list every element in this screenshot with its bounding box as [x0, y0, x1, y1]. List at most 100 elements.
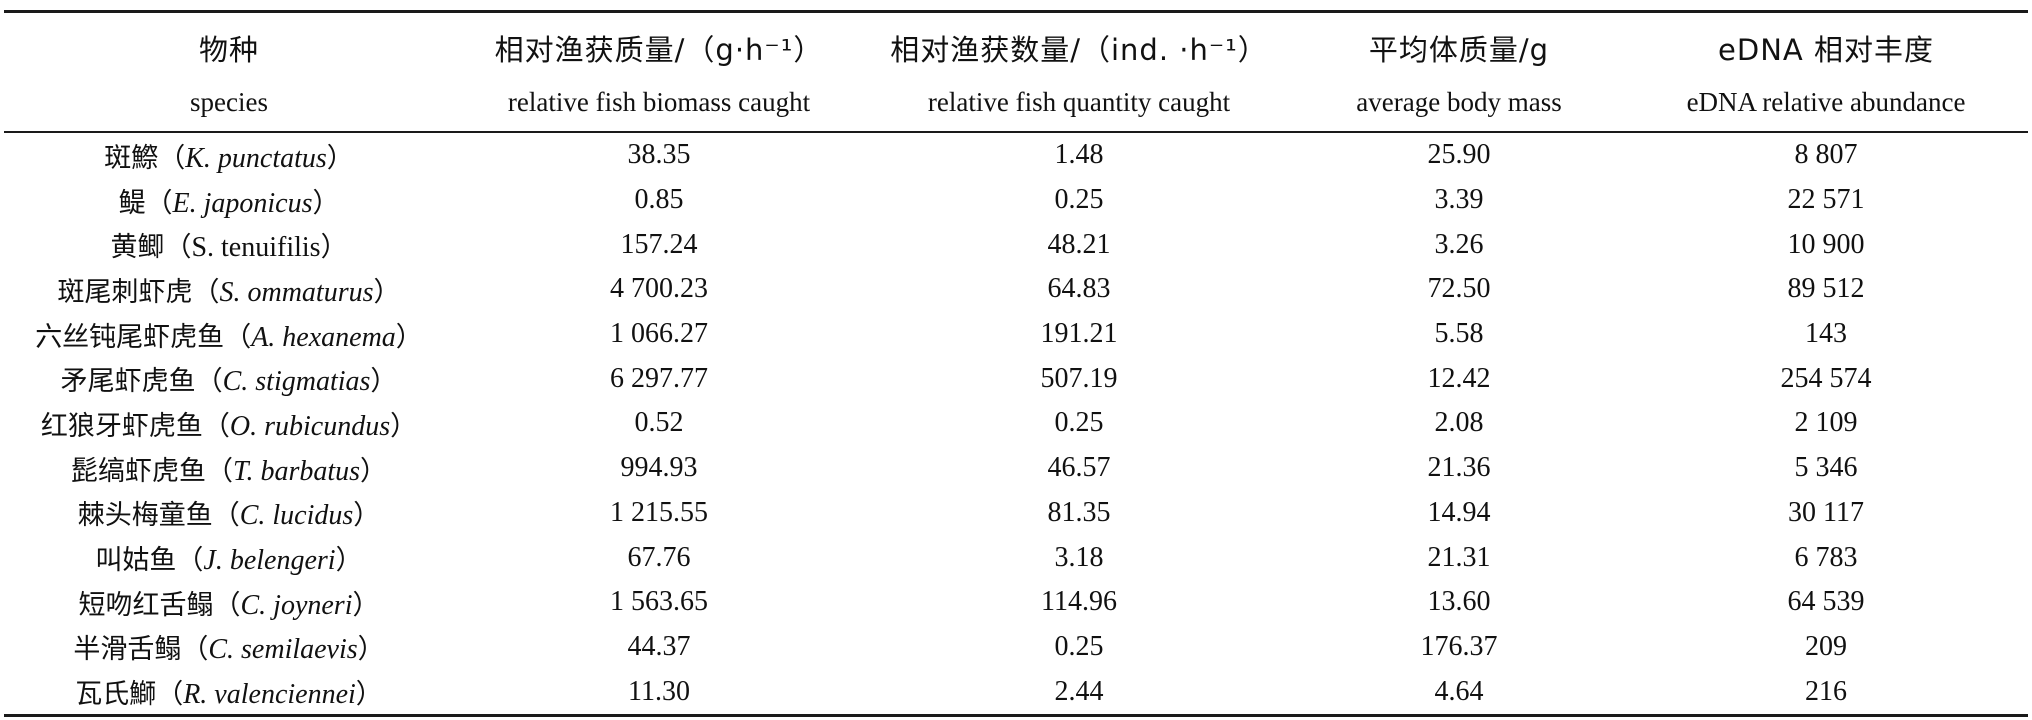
- edna-abundance-cell: 209: [1805, 630, 1847, 662]
- close-paren: ）: [357, 634, 385, 666]
- table-row: 斑尾刺虾虎（S. ommaturus） 4 700.23 64.83 72.50 89 …: [4, 267, 2028, 312]
- quantity-cell: 46.57: [1047, 452, 1111, 484]
- species-chinese-name: 红狼牙虾虎鱼: [40, 410, 203, 442]
- quantity-cell: 114.96: [1041, 586, 1117, 618]
- table-row: 棘头梅童鱼（C. lucidus） 1 215.55 81.35 14.94 30 11…: [4, 491, 2028, 536]
- biomass-cell: 67.76: [627, 541, 691, 573]
- species-scientific-name: S. tenuifilis: [191, 232, 321, 264]
- biomass-cell: 44.37: [627, 630, 691, 662]
- edna-abundance-cell: 22 571: [1787, 184, 1865, 216]
- species-cell: 叫姑鱼（J. belengeri）: [4, 535, 454, 580]
- species-scientific-name: C. semilaevis: [208, 634, 358, 666]
- table-row: 矛尾虾虎鱼（C. stigmatias） 6 297.77 507.19 12.42 2…: [4, 356, 2028, 401]
- species-chinese-name: 矛尾虾虎鱼: [60, 366, 196, 398]
- body-mass-cell: 2.08: [1434, 407, 1484, 439]
- species-cell: 瓦氏鰤（R. valenciennei）: [4, 669, 454, 717]
- quantity-cell: 2.44: [864, 669, 1294, 717]
- body-mass-cell: 12.42: [1427, 362, 1491, 394]
- header-quantity-zh: 相对渔获数量/（ind. ·h⁻¹）: [864, 10, 1294, 73]
- species-cell: 棘头梅童鱼（C. lucidus）: [4, 491, 454, 536]
- species-scientific-name: C. stigmatias: [222, 366, 371, 398]
- edna-abundance-cell: 143: [1805, 318, 1847, 350]
- species-cell: 髭缟虾虎鱼（T. barbatus）: [4, 446, 454, 491]
- body-mass-cell: 14.94: [1427, 496, 1491, 528]
- table-row: 半滑舌鳎（C. semilaevis） 44.37 0.25 176.37 209: [4, 625, 2028, 670]
- biomass-cell: 38.35: [627, 139, 691, 171]
- species-chinese-name: 短吻红舌鳎: [78, 589, 214, 621]
- close-paren: ）: [390, 410, 418, 442]
- header-row-chinese: 物种 相对渔获质量/（g·h⁻¹） 相对渔获数量/（ind. ·h⁻¹） 平均体…: [4, 10, 2028, 73]
- quantity-cell: 48.21: [1047, 228, 1111, 260]
- biomass-cell: 0.52: [634, 407, 684, 439]
- table-row: 短吻红舌鳎（C. joyneri） 1 563.65 114.96 13.60 64 5…: [4, 580, 2028, 625]
- table-row: 斑鰶（K. punctatus） 38.35 1.48 25.90 8 807: [4, 132, 2028, 178]
- species-scientific-name: S. ommaturus: [219, 276, 374, 308]
- quantity-cell: 191.21: [1040, 318, 1118, 350]
- close-paren: ）: [352, 589, 380, 621]
- species-cell: 半滑舌鳎（C. semilaevis）: [4, 625, 454, 670]
- open-paren: （: [158, 142, 186, 174]
- quantity-cell: 507.19: [1040, 362, 1118, 394]
- species-scientific-name: K. punctatus: [185, 142, 327, 174]
- open-paren: （: [213, 589, 241, 621]
- quantity-cell: 0.25: [1054, 407, 1104, 439]
- open-paren: （: [205, 455, 233, 487]
- species-chinese-name: 黄鲫: [110, 232, 165, 264]
- edna-abundance-cell: 10 900: [1787, 228, 1865, 260]
- header-biomass-zh: 相对渔获质量/（g·h⁻¹）: [454, 10, 864, 73]
- header-row-english: species relative fish biomass caught rel…: [4, 73, 2028, 133]
- biomass-cell: 994.93: [620, 452, 698, 484]
- header-edna-zh: eDNA 相对丰度: [1624, 10, 2028, 73]
- edna-abundance-cell: 89 512: [1787, 273, 1865, 305]
- biomass-cell: 1 563.65: [610, 586, 708, 618]
- body-mass-cell: 3.26: [1434, 228, 1484, 260]
- edna-abundance-cell: 2 109: [1794, 407, 1858, 439]
- species-chinese-name: 斑尾刺虾虎: [57, 276, 193, 308]
- table-header: 物种 相对渔获质量/（g·h⁻¹） 相对渔获数量/（ind. ·h⁻¹） 平均体…: [4, 10, 2028, 133]
- species-cell: 鳀（E. japonicus）: [4, 178, 454, 223]
- close-paren: ）: [326, 142, 354, 174]
- species-scientific-name: E. japonicus: [172, 187, 313, 219]
- close-paren: ）: [373, 276, 401, 308]
- species-scientific-name: A. hexanema: [251, 321, 396, 353]
- species-chinese-name: 鳀: [118, 187, 146, 219]
- body-mass-cell: 176.37: [1420, 630, 1498, 662]
- biomass-cell: 6 297.77: [610, 362, 708, 394]
- biomass-cell: 4 700.23: [610, 273, 708, 305]
- quantity-cell: 64.83: [1047, 273, 1111, 305]
- edna-abundance-cell: 30 117: [1788, 496, 1864, 528]
- table-row: 叫姑鱼（J. belengeri） 67.76 3.18 21.31 6 783: [4, 535, 2028, 580]
- species-cell: 斑鰶（K. punctatus）: [4, 132, 454, 178]
- species-chinese-name: 棘头梅童鱼: [77, 500, 213, 532]
- table-row: 红狼牙虾虎鱼（O. rubicundus） 0.52 0.25 2.08 2 109: [4, 401, 2028, 446]
- close-paren: ）: [335, 545, 363, 577]
- table-row: 黄鲫（S. tenuifilis） 157.24 48.21 3.26 10 900: [4, 222, 2028, 267]
- body-mass-cell: 25.90: [1427, 139, 1491, 171]
- close-paren: ）: [355, 679, 383, 711]
- open-paren: （: [224, 321, 252, 353]
- species-chinese-name: 髭缟虾虎鱼: [70, 455, 206, 487]
- species-scientific-name: C. lucidus: [239, 500, 354, 532]
- open-paren: （: [176, 545, 204, 577]
- close-paren: ）: [395, 321, 423, 353]
- quantity-cell: 81.35: [1047, 496, 1111, 528]
- body-mass-cell: 4.64: [1294, 669, 1624, 717]
- species-cell: 黄鲫（S. tenuifilis）: [4, 222, 454, 267]
- table-row: 髭缟虾虎鱼（T. barbatus） 994.93 46.57 21.36 5 346: [4, 446, 2028, 491]
- species-cell: 红狼牙虾虎鱼（O. rubicundus）: [4, 401, 454, 446]
- quantity-cell: 0.25: [1054, 630, 1104, 662]
- biomass-cell: 1 066.27: [610, 318, 708, 350]
- table-row: 六丝钝尾虾虎鱼（A. hexanema） 1 066.27 191.21 5.58 14…: [4, 312, 2028, 357]
- table-row: 鳀（E. japonicus） 0.85 0.25 3.39 22 571: [4, 178, 2028, 223]
- species-chinese-name: 半滑舌鳎: [73, 634, 182, 666]
- header-edna-en: eDNA relative abundance: [1624, 73, 2028, 133]
- body-mass-cell: 72.50: [1427, 273, 1491, 305]
- edna-abundance-cell: 216: [1624, 669, 2028, 717]
- open-paren: （: [156, 679, 184, 711]
- close-paren: ）: [320, 232, 348, 264]
- close-paren: ）: [370, 366, 398, 398]
- species-scientific-name: R. valenciennei: [183, 679, 356, 711]
- biomass-cell: 157.24: [620, 228, 698, 260]
- species-scientific-name: J. belengeri: [203, 545, 336, 577]
- species-data-table: 物种 相对渔获质量/（g·h⁻¹） 相对渔获数量/（ind. ·h⁻¹） 平均体…: [4, 10, 2028, 717]
